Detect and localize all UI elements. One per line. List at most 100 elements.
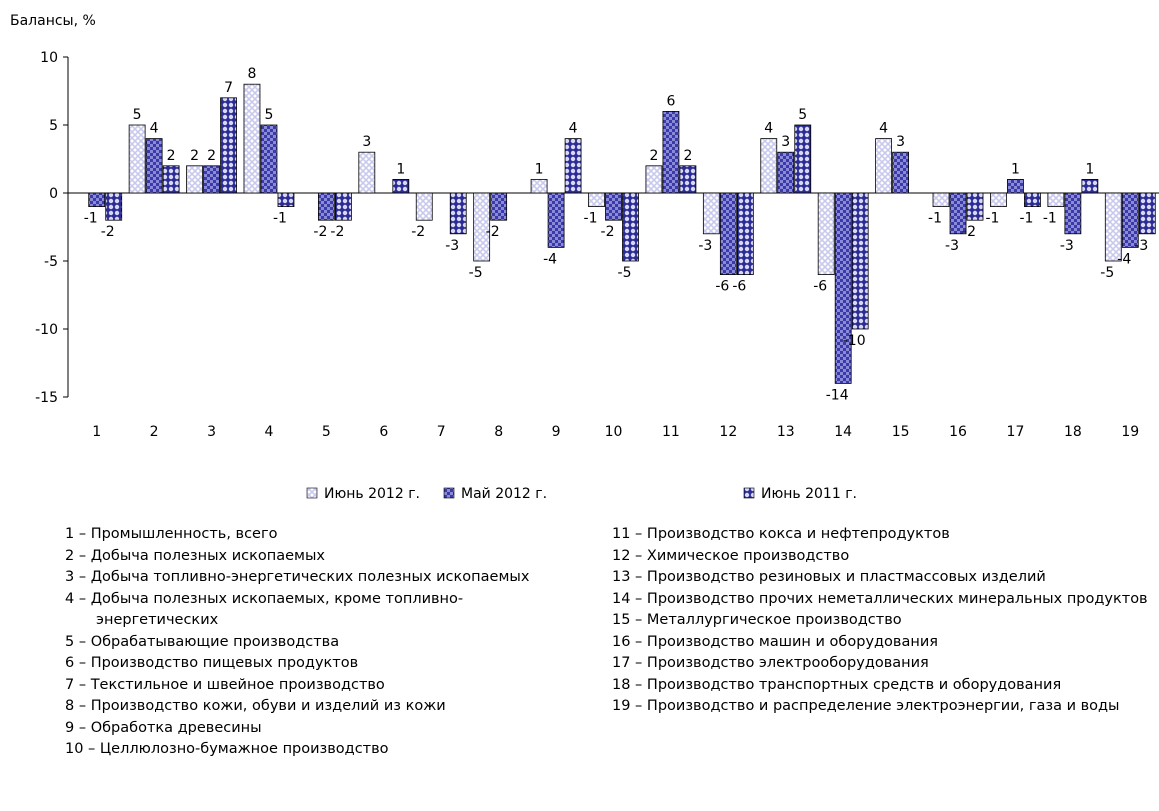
data-label: 2 bbox=[649, 148, 658, 164]
legend-label: Июнь 2011 г. bbox=[761, 486, 857, 502]
bar bbox=[794, 124, 812, 194]
bar bbox=[679, 165, 697, 194]
x-tick-label: 2 bbox=[150, 424, 159, 440]
bar bbox=[358, 151, 376, 194]
bar bbox=[392, 178, 410, 194]
bar bbox=[605, 192, 622, 221]
note: 3 – Добыча топливно-энергетических полез… bbox=[65, 569, 530, 585]
bar bbox=[334, 192, 352, 221]
bar bbox=[530, 178, 548, 194]
bar bbox=[875, 138, 893, 194]
note: 13 – Производство резиновых и пластмассо… bbox=[612, 569, 1046, 585]
bar bbox=[1081, 178, 1099, 194]
data-label: 2 bbox=[190, 148, 199, 164]
bar bbox=[702, 192, 720, 235]
x-tick-label: 14 bbox=[834, 424, 852, 440]
bar bbox=[1064, 192, 1082, 235]
bar bbox=[588, 192, 605, 207]
data-label: -10 bbox=[843, 333, 866, 349]
bar bbox=[128, 124, 146, 194]
note: 5 – Обрабатывающие производства bbox=[65, 633, 340, 650]
bar bbox=[243, 83, 261, 194]
x-tick-label: 11 bbox=[662, 424, 680, 440]
x-tick-label: 18 bbox=[1064, 424, 1082, 440]
bar bbox=[1104, 192, 1122, 262]
x-tick-label: 12 bbox=[719, 424, 737, 440]
bar bbox=[260, 124, 278, 194]
bar bbox=[162, 165, 180, 194]
bar bbox=[892, 151, 910, 194]
data-label: -3 bbox=[445, 238, 459, 254]
bar bbox=[966, 192, 984, 221]
data-label: -5 bbox=[618, 265, 632, 281]
y-tick-label: -15 bbox=[35, 390, 58, 406]
bar bbox=[1138, 192, 1156, 235]
data-label: -1 bbox=[928, 211, 942, 227]
bar bbox=[719, 192, 737, 275]
x-tick-label: 1 bbox=[92, 424, 101, 440]
bar bbox=[145, 138, 163, 194]
data-label: 8 bbox=[248, 66, 257, 82]
data-label: 1 bbox=[396, 161, 405, 177]
x-tick-label: 5 bbox=[322, 424, 331, 440]
y-tick-label: 0 bbox=[49, 186, 58, 202]
bar bbox=[415, 192, 433, 221]
legend-swatch bbox=[743, 487, 755, 499]
bar bbox=[88, 192, 106, 207]
data-label: -2 bbox=[313, 224, 327, 240]
bar bbox=[203, 165, 220, 194]
bar bbox=[490, 192, 508, 221]
bar bbox=[645, 165, 663, 194]
data-label: 2 bbox=[167, 148, 176, 164]
bar bbox=[1024, 192, 1041, 207]
bar bbox=[547, 192, 565, 248]
data-label: 4 bbox=[764, 121, 773, 137]
bar bbox=[851, 192, 869, 330]
data-label: 1 bbox=[1011, 161, 1020, 177]
bar bbox=[760, 138, 778, 194]
data-label: -1 bbox=[84, 211, 98, 227]
bar bbox=[817, 192, 835, 275]
data-label: -2 bbox=[330, 224, 344, 240]
data-label: -3 bbox=[1060, 238, 1074, 254]
data-label: -6 bbox=[715, 279, 729, 295]
note: 16 – Производство машин и оборудования bbox=[612, 633, 938, 650]
notes-left: 1 – Промышленность, всего 2 – Добыча поле… bbox=[65, 524, 555, 761]
y-axis-title: Балансы, % bbox=[10, 13, 96, 29]
data-label: -2 bbox=[411, 224, 425, 240]
data-label: 5 bbox=[133, 107, 142, 123]
data-label: -1 bbox=[1019, 211, 1033, 227]
bar bbox=[736, 192, 754, 275]
data-label: -3 bbox=[1134, 238, 1148, 254]
data-label: -2 bbox=[101, 224, 115, 240]
bar bbox=[990, 192, 1007, 207]
bar bbox=[1121, 192, 1139, 248]
data-label: -3 bbox=[945, 238, 959, 254]
x-tick-label: 10 bbox=[605, 424, 623, 440]
data-label: -2 bbox=[486, 224, 500, 240]
data-label: -14 bbox=[826, 387, 849, 403]
bar bbox=[1047, 192, 1065, 207]
data-label: 1 bbox=[1085, 161, 1094, 177]
note: 6 – Производство пищевых продуктов bbox=[65, 655, 359, 671]
data-label: -1 bbox=[1043, 211, 1057, 227]
data-label: 6 bbox=[666, 93, 675, 109]
note: 17 – Производство электрооборудования bbox=[612, 655, 929, 671]
data-label: -4 bbox=[543, 251, 557, 267]
bar bbox=[777, 151, 795, 194]
data-label: -6 bbox=[813, 279, 827, 295]
y-tick-label: -5 bbox=[44, 254, 58, 270]
x-tick-label: 19 bbox=[1121, 424, 1139, 440]
data-label: -2 bbox=[962, 224, 976, 240]
bar bbox=[277, 192, 295, 207]
data-label: 3 bbox=[362, 134, 371, 150]
data-label: 7 bbox=[224, 80, 233, 96]
notes-right: 11 – Производство кокса и нефтепродуктов… bbox=[612, 524, 1152, 718]
bar bbox=[662, 111, 680, 194]
x-tick-label: 7 bbox=[437, 424, 446, 440]
data-label: -6 bbox=[732, 279, 746, 295]
bar bbox=[932, 192, 950, 207]
bar bbox=[105, 192, 123, 221]
